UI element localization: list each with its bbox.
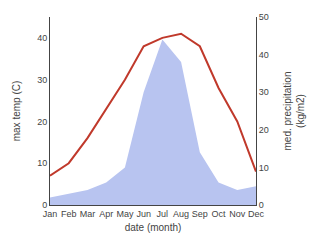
svg-text:Aug: Aug <box>173 209 189 219</box>
svg-text:10: 10 <box>37 158 47 168</box>
svg-text:Oct: Oct <box>212 209 227 219</box>
svg-text:Jan: Jan <box>43 209 58 219</box>
svg-text:40: 40 <box>259 50 269 60</box>
svg-text:40: 40 <box>37 33 47 43</box>
svg-text:Mar: Mar <box>80 209 96 219</box>
svg-text:20: 20 <box>37 117 47 127</box>
svg-text:Nov: Nov <box>229 209 246 219</box>
svg-text:Feb: Feb <box>61 209 77 219</box>
svg-text:20: 20 <box>259 125 269 135</box>
svg-text:Jun: Jun <box>136 209 151 219</box>
svg-text:10: 10 <box>259 163 269 173</box>
svg-text:0: 0 <box>42 200 47 210</box>
svg-text:Apr: Apr <box>99 209 113 219</box>
svg-text:30: 30 <box>37 75 47 85</box>
svg-text:Sep: Sep <box>192 209 208 219</box>
svg-text:date (month): date (month) <box>125 222 182 233</box>
svg-text:Jul: Jul <box>157 209 169 219</box>
svg-text:30: 30 <box>259 87 269 97</box>
svg-text:max temp (C): max temp (C) <box>11 81 22 142</box>
svg-text:50: 50 <box>259 12 269 22</box>
svg-text:0: 0 <box>259 200 264 210</box>
svg-text:Dec: Dec <box>248 209 265 219</box>
svg-text:med. precipitation(kg/m2): med. precipitation(kg/m2) <box>282 72 306 151</box>
svg-text:May: May <box>116 209 134 219</box>
